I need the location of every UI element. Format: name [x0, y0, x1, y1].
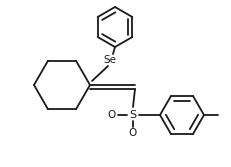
Text: S: S	[129, 110, 136, 120]
Text: O: O	[128, 128, 137, 138]
Text: O: O	[107, 110, 116, 120]
Text: Se: Se	[103, 55, 116, 65]
